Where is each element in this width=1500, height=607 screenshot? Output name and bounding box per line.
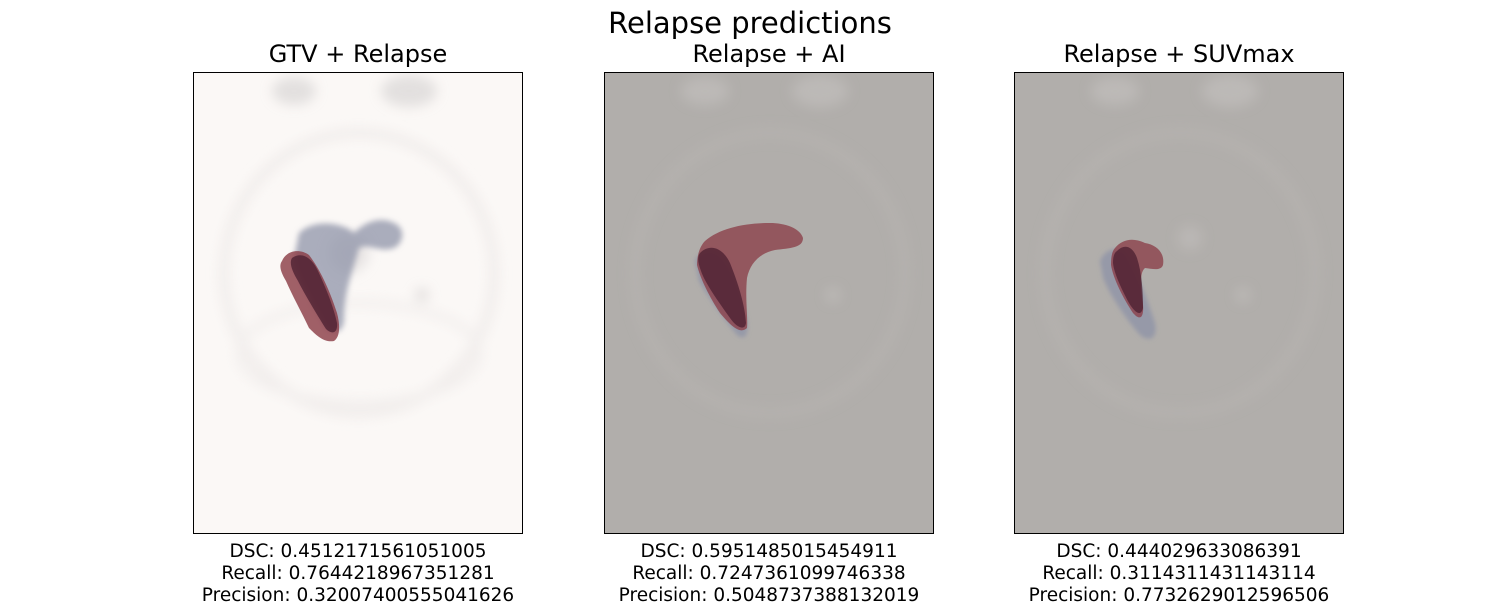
pet-slice-image	[605, 73, 933, 533]
metrics-relapse-suvmax: DSC: 0.444029633086391 Recall: 0.3114311…	[969, 541, 1389, 607]
overlap-region	[290, 255, 338, 333]
recall-value: Recall: 0.7644218967351281	[221, 563, 495, 584]
overlap-region	[1113, 246, 1143, 314]
precision-value: Precision: 0.5048737388132019	[618, 585, 920, 606]
panel-title-relapse-ai: Relapse + AI	[692, 40, 846, 68]
pet-slice-image	[1015, 73, 1343, 533]
precision-value: Precision: 0.32007400555041626	[201, 585, 515, 606]
image-panel-relapse-ai	[604, 72, 934, 534]
image-panel-gtv-relapse	[193, 72, 523, 534]
pet-slice-image	[194, 73, 522, 533]
metrics-relapse-ai: DSC: 0.5951485015454911 Recall: 0.724736…	[559, 541, 979, 607]
dsc-value: DSC: 0.5951485015454911	[640, 541, 898, 562]
metrics-gtv-relapse: DSC: 0.4512171561051005 Recall: 0.764421…	[148, 541, 568, 607]
dsc-value: DSC: 0.444029633086391	[1056, 541, 1302, 562]
panel-title-gtv-relapse: GTV + Relapse	[268, 40, 448, 68]
figure-title: Relapse predictions	[608, 6, 892, 40]
recall-value: Recall: 0.3114311431143114	[1042, 563, 1316, 584]
overlap-region	[698, 247, 746, 328]
dsc-value: DSC: 0.4512171561051005	[229, 541, 487, 562]
panel-title-relapse-suvmax: Relapse + SUVmax	[1063, 40, 1295, 68]
precision-value: Precision: 0.7732629012596506	[1028, 585, 1330, 606]
recall-value: Recall: 0.7247361099746338	[632, 563, 906, 584]
image-panel-relapse-suvmax	[1014, 72, 1344, 534]
